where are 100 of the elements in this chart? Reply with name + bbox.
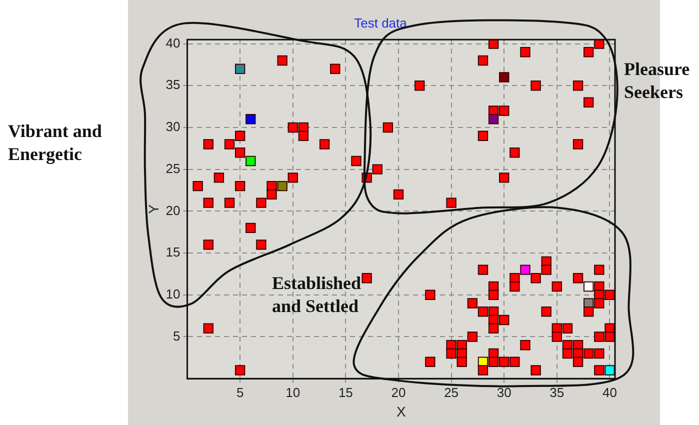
x-tick-label: 15	[338, 384, 353, 400]
point	[552, 281, 562, 292]
point	[584, 47, 594, 58]
x-axis-title: X	[396, 403, 406, 420]
point	[499, 314, 510, 326]
y-axis-title: Y	[145, 204, 162, 214]
y-tick-label: 20	[166, 202, 180, 218]
point	[530, 273, 541, 284]
point	[520, 47, 530, 58]
point	[266, 189, 277, 200]
point	[362, 273, 372, 284]
point	[604, 332, 615, 342]
point	[351, 156, 362, 166]
point	[594, 298, 604, 308]
point	[530, 80, 541, 91]
point	[488, 114, 499, 124]
point	[224, 139, 235, 150]
point	[277, 55, 288, 66]
point	[446, 348, 456, 359]
point	[192, 180, 203, 192]
point	[541, 306, 552, 317]
point	[478, 306, 488, 317]
point	[319, 139, 330, 150]
point	[499, 172, 510, 183]
point	[520, 264, 530, 275]
point	[425, 356, 436, 367]
point	[604, 290, 615, 300]
point	[572, 356, 584, 367]
x-tick-label: 20	[391, 384, 406, 400]
point	[499, 356, 510, 367]
point	[478, 55, 488, 66]
point	[520, 340, 530, 350]
point	[214, 172, 224, 183]
point	[277, 180, 288, 192]
point	[246, 114, 256, 124]
chart-title: Test data	[354, 15, 408, 30]
point	[572, 80, 584, 91]
point	[256, 198, 266, 208]
point	[234, 64, 246, 74]
point	[530, 365, 541, 376]
point	[572, 273, 584, 284]
point	[224, 198, 235, 208]
point	[467, 298, 478, 308]
point	[478, 130, 488, 141]
point	[234, 148, 246, 158]
point	[510, 281, 520, 292]
annotation: Established and Settled	[272, 272, 362, 318]
point	[414, 80, 425, 91]
y-tick-label: 10	[166, 286, 180, 302]
x-tick-label: 40	[602, 384, 617, 400]
point	[203, 323, 214, 334]
y-tick-label: 15	[166, 244, 180, 260]
y-tick-label: 35	[166, 77, 180, 92]
x-tick-label: 35	[550, 384, 564, 400]
point	[467, 332, 478, 342]
point	[298, 130, 309, 141]
point	[203, 198, 214, 208]
point	[246, 222, 256, 234]
point	[510, 148, 520, 158]
point	[203, 139, 214, 150]
point	[234, 130, 246, 141]
point	[393, 189, 404, 200]
point	[584, 348, 594, 359]
x-tick-label: 25	[444, 384, 459, 400]
point	[478, 365, 488, 376]
point	[478, 264, 488, 275]
point	[552, 332, 562, 342]
text: Vibrant and Energetic	[8, 120, 103, 166]
point	[246, 156, 256, 166]
point	[488, 290, 499, 300]
point	[541, 264, 552, 275]
y-tick-label: 40	[166, 35, 180, 50]
point	[382, 122, 394, 133]
point	[203, 240, 214, 250]
y-tick-label: 30	[166, 119, 180, 134]
text: Pleasure Seekers	[624, 58, 691, 104]
point	[372, 164, 382, 174]
point	[499, 106, 510, 116]
point	[604, 365, 615, 376]
point	[572, 139, 584, 150]
point	[562, 348, 573, 359]
point	[488, 323, 499, 334]
y-tick-label: 25	[166, 160, 180, 176]
point	[594, 348, 604, 359]
y-tick-label: 5	[173, 328, 180, 344]
point	[446, 198, 456, 208]
point	[488, 356, 499, 367]
point	[456, 356, 467, 367]
point	[234, 365, 246, 376]
point	[594, 40, 604, 49]
point	[562, 323, 573, 334]
point	[288, 122, 298, 133]
point	[234, 180, 246, 192]
point	[488, 40, 499, 49]
point	[594, 365, 604, 376]
point	[584, 281, 594, 292]
point	[499, 72, 510, 82]
point	[288, 172, 298, 183]
point	[584, 306, 594, 317]
x-tick-label: 30	[496, 384, 512, 400]
